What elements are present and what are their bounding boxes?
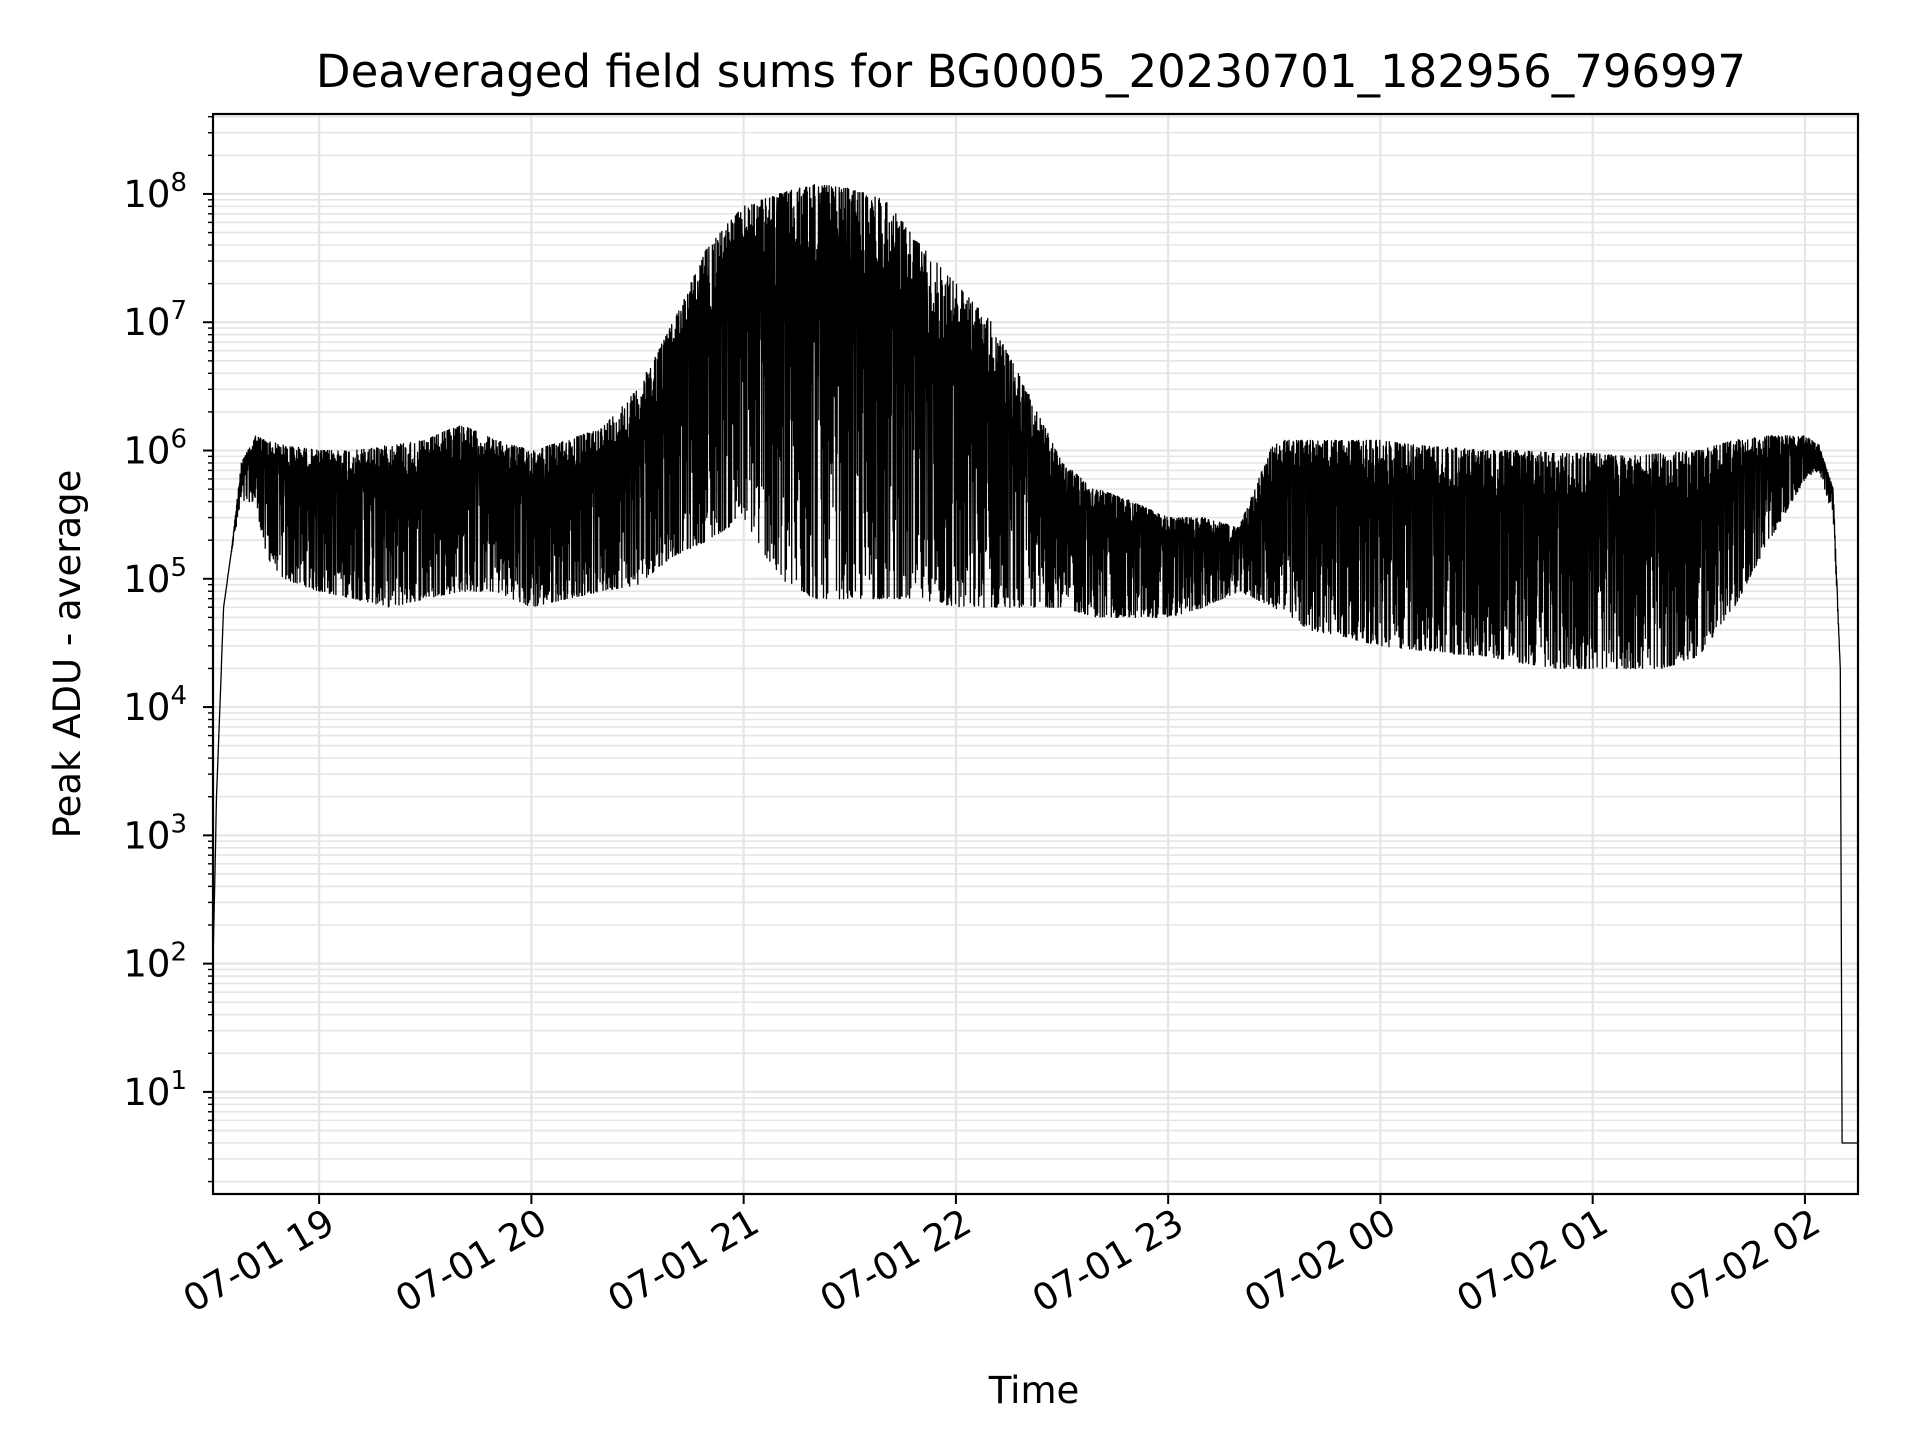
x-tick-label: 07-01 19: [176, 1201, 342, 1321]
y-tick-label: 103: [123, 809, 187, 857]
y-tick-exponent: 5: [170, 553, 187, 583]
data-series: [212, 184, 1859, 1144]
y-tick-base: 10: [123, 1071, 170, 1114]
x-tick-label: 07-02 00: [1237, 1201, 1403, 1321]
y-tick-exponent: 8: [170, 168, 187, 198]
x-tick-label: 07-02 01: [1450, 1201, 1616, 1321]
y-tick-label: 107: [123, 296, 187, 344]
y-tick-label: 105: [123, 553, 187, 601]
x-axis-ticks: 07-01 19 07-01 20 07-01 21 07-01 22 07-01 23…: [176, 1194, 1827, 1321]
x-axis-label: Time: [988, 1369, 1080, 1412]
y-tick-label: 102: [123, 938, 187, 986]
y-tick-base: 10: [123, 173, 170, 216]
y-tick-exponent: 1: [170, 1066, 187, 1096]
y-tick-label: 101: [123, 1066, 187, 1114]
y-tick-label: 104: [123, 681, 187, 729]
x-tick-label: 07-01 21: [601, 1201, 767, 1321]
y-tick-label: 108: [123, 168, 187, 216]
y-tick-exponent: 4: [170, 681, 187, 711]
x-tick-label: 07-01 23: [1025, 1201, 1191, 1321]
y-tick-exponent: 6: [170, 425, 187, 455]
chart-title: Deaveraged field sums for BG0005_2023070…: [316, 45, 1746, 98]
y-tick-exponent: 2: [170, 938, 187, 968]
y-tick-label: 106: [123, 425, 187, 473]
x-tick-label: 07-01 20: [388, 1201, 554, 1321]
plot-frame: [211, 112, 1860, 1196]
y-tick-exponent: 7: [170, 296, 187, 326]
y-tick-base: 10: [123, 814, 170, 857]
y-tick-base: 10: [123, 301, 170, 344]
y-tick-base: 10: [123, 558, 170, 601]
x-tick-label: 07-02 02: [1662, 1201, 1828, 1321]
series-line: [212, 184, 1859, 1144]
y-tick-base: 10: [123, 430, 170, 473]
y-tick-base: 10: [123, 686, 170, 729]
y-axis-label: Peak ADU - average: [46, 470, 89, 839]
y-tick-base: 10: [123, 943, 170, 986]
x-tick-label: 07-01 22: [813, 1201, 979, 1321]
y-tick-exponent: 3: [170, 809, 187, 839]
